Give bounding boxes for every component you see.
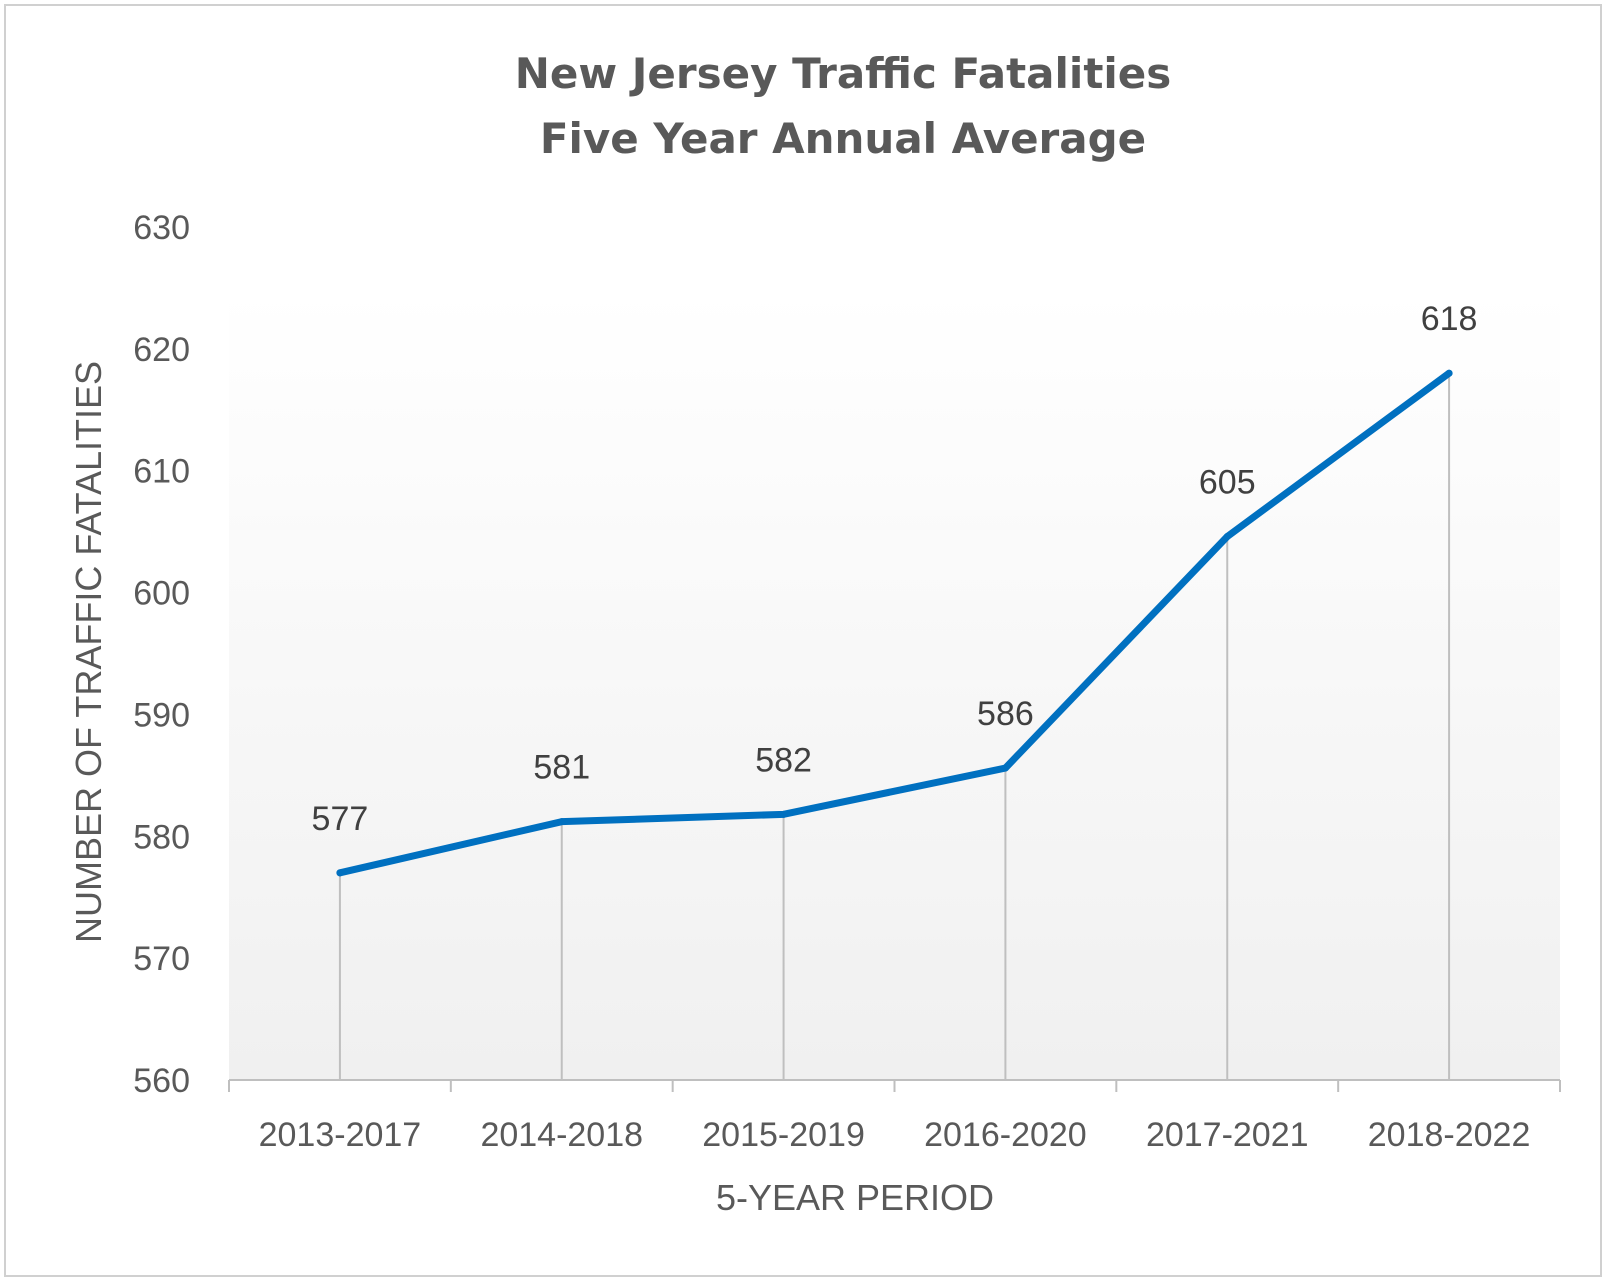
x-axis-title: 5-YEAR PERIOD bbox=[716, 1177, 994, 1218]
chart-subtitle: Five Year Annual Average bbox=[540, 114, 1146, 163]
data-point bbox=[558, 818, 566, 826]
data-label: 582 bbox=[755, 741, 812, 779]
plot-area bbox=[229, 290, 1560, 1080]
x-tick-label: 2013-2017 bbox=[259, 1116, 422, 1154]
y-tick-label: 620 bbox=[133, 331, 190, 369]
data-label: 577 bbox=[312, 800, 369, 838]
x-tick-label: 2018-2022 bbox=[1368, 1116, 1531, 1154]
x-axis: 2013-2017 2014-2018 2015-2019 2016-2020 2017… bbox=[228, 1079, 1561, 1154]
data-label: 586 bbox=[977, 695, 1034, 733]
x-tick-label: 2014-2018 bbox=[480, 1116, 643, 1154]
y-tick-label: 630 bbox=[133, 209, 190, 247]
y-tick-label: 570 bbox=[133, 940, 190, 978]
y-tick-label: 580 bbox=[133, 818, 190, 856]
data-point bbox=[780, 810, 788, 818]
data-point bbox=[1223, 533, 1231, 541]
data-label: 618 bbox=[1421, 300, 1478, 338]
data-point bbox=[336, 869, 344, 877]
data-label: 581 bbox=[533, 749, 590, 787]
chart-title: New Jersey Traffic Fatalities bbox=[515, 49, 1172, 98]
y-tick-label: 600 bbox=[133, 575, 190, 613]
series-line-group bbox=[336, 369, 1453, 877]
x-tick-label: 2017-2021 bbox=[1146, 1116, 1309, 1154]
x-tick-label: 2016-2020 bbox=[924, 1116, 1087, 1154]
data-label: 605 bbox=[1199, 464, 1256, 502]
data-point bbox=[1001, 764, 1009, 772]
series-line bbox=[336, 369, 1453, 877]
y-tick-label: 560 bbox=[133, 1062, 190, 1100]
drop-lines bbox=[338, 373, 1451, 1080]
y-axis-title: NUMBER OF TRAFFIC FATALITIES bbox=[68, 361, 109, 943]
x-tick-label: 2015-2019 bbox=[702, 1116, 865, 1154]
data-point bbox=[1445, 369, 1453, 377]
data-labels: 577 581 582 586 605 618 bbox=[312, 300, 1478, 838]
y-axis-ticks: 560 570 580 590 600 610 620 630 bbox=[133, 209, 190, 1100]
y-tick-label: 590 bbox=[133, 696, 190, 734]
y-tick-label: 610 bbox=[133, 453, 190, 491]
